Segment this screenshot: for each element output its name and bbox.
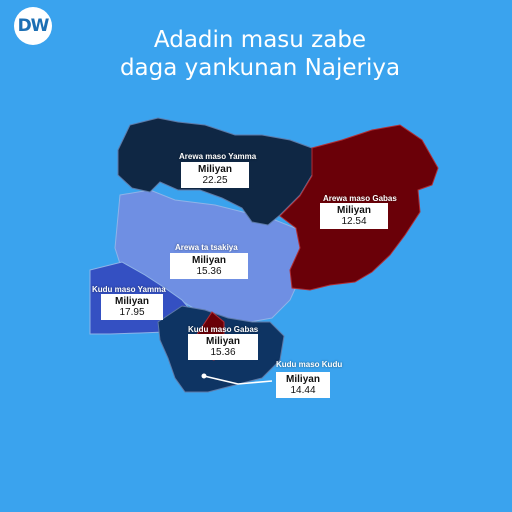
unit-south-south: Miliyan bbox=[286, 374, 320, 385]
dw-logo: DW bbox=[14, 7, 52, 45]
value-south-west: Miliyan 17.95 bbox=[101, 294, 163, 320]
number-north-west: 22.25 bbox=[202, 175, 228, 186]
unit-north-west: Miliyan bbox=[198, 164, 232, 175]
unit-north-central: Miliyan bbox=[192, 255, 226, 266]
page-title: Adadin masu zabe daga yankunan Najeriya bbox=[60, 26, 460, 82]
title-line-2: daga yankunan Najeriya bbox=[119, 55, 401, 81]
label-south-east: Kudu maso Gabas bbox=[188, 325, 259, 334]
number-south-east: 15.36 bbox=[210, 347, 236, 358]
unit-south-west: Miliyan bbox=[115, 296, 149, 307]
unit-south-east: Miliyan bbox=[206, 336, 240, 347]
label-north-central: Arewa ta tsakiya bbox=[175, 243, 238, 252]
pointer-dot bbox=[201, 373, 207, 379]
value-north-west: Miliyan 22.25 bbox=[181, 162, 249, 188]
unit-north-east: Miliyan bbox=[337, 205, 371, 216]
label-south-south: Kudu maso Kudu bbox=[276, 360, 343, 369]
value-north-east: Miliyan 12.54 bbox=[320, 203, 388, 229]
value-south-east: Miliyan 15.36 bbox=[188, 334, 258, 360]
label-north-east: Arewa maso Gabas bbox=[323, 194, 397, 203]
logo-text: DW bbox=[17, 16, 50, 36]
number-north-east: 12.54 bbox=[341, 216, 367, 227]
number-south-west: 17.95 bbox=[119, 307, 145, 318]
value-south-south: Miliyan 14.44 bbox=[276, 372, 330, 398]
value-north-central: Miliyan 15.36 bbox=[170, 253, 248, 279]
label-south-west: Kudu maso Yamma bbox=[92, 285, 166, 294]
label-north-west: Arewa maso Yamma bbox=[179, 152, 257, 161]
pointer-line bbox=[203, 375, 273, 385]
title-line-1: Adadin masu zabe bbox=[153, 27, 367, 53]
number-north-central: 15.36 bbox=[196, 266, 222, 277]
number-south-south: 14.44 bbox=[290, 385, 316, 396]
